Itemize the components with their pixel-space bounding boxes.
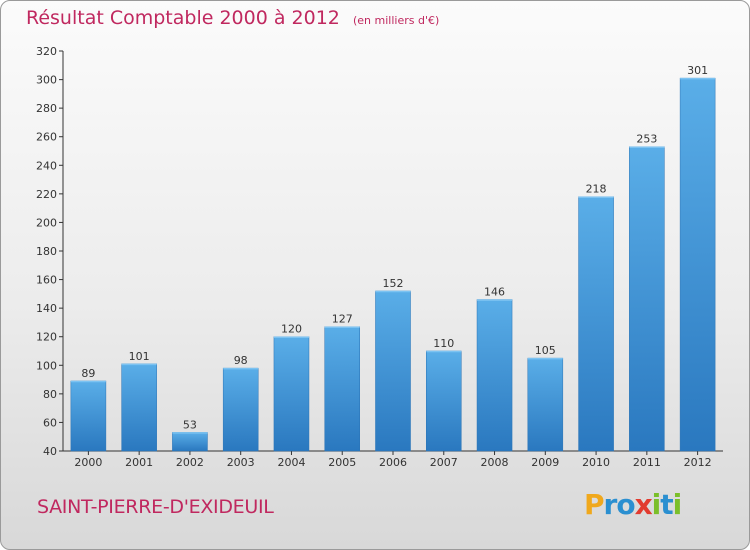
bar-value-label: 98 [234,354,248,367]
logo-letter: x [634,488,653,521]
x-tick-label: 2002 [176,456,204,469]
y-tick-label: 100 [36,359,57,372]
logo-letter: i [672,488,683,521]
y-tick-label: 60 [43,416,57,429]
bar-value-label: 53 [183,418,197,431]
x-tick-label: 2012 [684,456,712,469]
x-tick-label: 2006 [379,456,407,469]
bar [375,290,411,452]
y-tick-label: 200 [36,216,57,229]
bar [578,196,614,452]
x-tick-label: 2001 [125,456,153,469]
bar-value-label: 152 [383,277,404,290]
x-tick-label: 2010 [582,456,610,469]
logo-letter: r [603,488,618,521]
x-tick-label: 2000 [74,456,102,469]
bar-value-label: 146 [484,286,505,299]
y-tick-label: 40 [43,445,57,458]
logo-letter: t [660,488,673,521]
x-tick-label: 2011 [633,456,661,469]
bar [172,432,208,452]
y-tick-label: 300 [36,74,57,87]
bar-value-label: 101 [129,350,150,363]
bar-value-label: 218 [586,183,607,196]
bar [222,367,259,452]
bar [679,77,716,452]
y-tick-label: 160 [36,274,57,287]
y-tick-label: 320 [36,45,57,58]
y-tick-label: 280 [36,102,57,115]
x-tick-label: 2009 [531,456,559,469]
y-tick-label: 140 [36,302,57,315]
y-tick-label: 220 [36,188,57,201]
bar-value-label: 105 [535,344,556,357]
bar-value-label: 120 [281,323,302,336]
logo-letter: o [616,488,635,521]
bar [476,299,513,452]
bar [426,350,462,452]
title-main: Résultat Comptable 2000 à 2012 [26,7,340,29]
x-tick-label: 2004 [277,456,305,469]
logo-letter: P [584,488,605,521]
bar [527,357,564,452]
y-tick-label: 180 [36,245,57,258]
bar [121,363,157,452]
bar-value-label: 127 [332,313,353,326]
logo-letter: i [651,488,662,521]
x-tick-label: 2003 [227,456,255,469]
bar [629,146,665,452]
x-tick-label: 2008 [481,456,509,469]
chart-title: Résultat Comptable 2000 à 2012 (en milli… [26,7,439,29]
title-unit: (en milliers d'€) [352,14,440,27]
bar [273,336,310,452]
y-tick-label: 80 [43,388,57,401]
y-tick-label: 240 [36,159,57,172]
y-tick-label: 260 [36,131,57,144]
bar-value-label: 110 [433,337,454,350]
bar-value-label: 89 [81,367,95,380]
bar-value-label: 301 [687,64,708,77]
bar-value-label: 253 [636,133,657,146]
proxiti-logo: Proxiti [584,488,683,521]
x-tick-label: 2007 [430,456,458,469]
x-tick-label: 2005 [328,456,356,469]
bar [70,380,107,452]
y-tick-label: 120 [36,331,57,344]
commune-name: SAINT-PIERRE-D'EXIDEUIL [37,496,274,518]
bar [324,326,360,452]
